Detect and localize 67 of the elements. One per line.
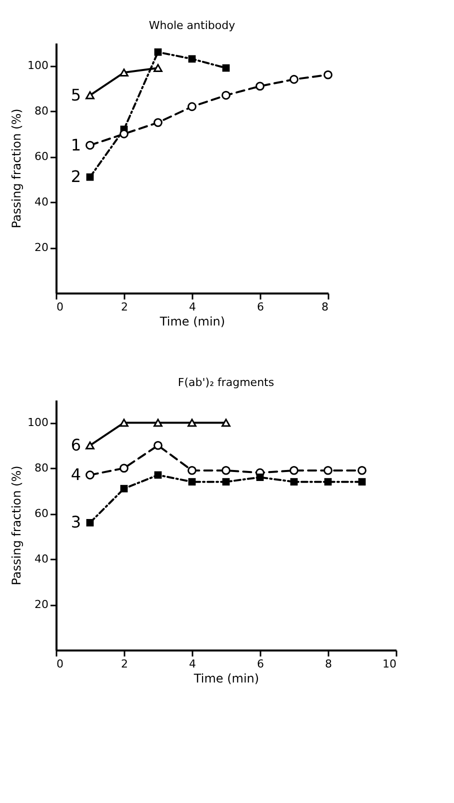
x-axis-title: Time (min) xyxy=(158,314,226,328)
point xyxy=(154,418,162,427)
point xyxy=(222,418,230,427)
point xyxy=(120,68,128,77)
y-tick-label: 60 xyxy=(34,507,48,520)
point xyxy=(324,466,332,475)
x-tick-label: 10 xyxy=(382,658,396,670)
x-tick-label: 2 xyxy=(121,300,128,314)
series-label: 2 xyxy=(70,167,81,186)
point xyxy=(256,474,264,481)
point xyxy=(222,90,230,100)
point xyxy=(358,466,366,475)
y-tick-label: 60 xyxy=(34,150,48,164)
y-tick-label: 40 xyxy=(34,196,48,209)
chart-title: Whole antibody xyxy=(148,19,236,32)
point xyxy=(86,91,94,100)
y-tick-label: 80 xyxy=(34,462,48,475)
point xyxy=(324,70,332,80)
y-tick-label: 40 xyxy=(34,552,48,566)
point xyxy=(154,48,162,56)
y-tick-label: 20 xyxy=(34,598,48,612)
point xyxy=(86,173,94,181)
point xyxy=(120,418,128,427)
point xyxy=(256,82,264,91)
y-tick-label: 80 xyxy=(34,104,48,118)
point xyxy=(154,118,162,127)
point xyxy=(120,464,128,473)
x-tick-label: 4 xyxy=(189,658,196,670)
x-tick-label: 4 xyxy=(189,300,196,314)
point xyxy=(188,466,196,475)
y-tick-label: 100 xyxy=(28,416,48,430)
point xyxy=(290,466,298,475)
y-axis-title: Passing fraction (%) xyxy=(10,466,24,586)
point xyxy=(86,519,94,526)
point xyxy=(188,418,196,427)
point xyxy=(222,466,230,475)
point xyxy=(86,140,94,150)
point xyxy=(290,74,298,84)
x-tick-label: 8 xyxy=(322,300,328,314)
series-label: 3 xyxy=(70,512,81,532)
y-tick-label: 100 xyxy=(28,59,48,72)
point xyxy=(188,478,196,486)
series-label: 4 xyxy=(70,465,81,484)
chart-title: F(ab')₂ fragments xyxy=(178,376,274,389)
y-tick-label: 20 xyxy=(34,241,48,254)
x-tick-label: 6 xyxy=(257,658,264,670)
x-tick-label: 6 xyxy=(257,300,264,314)
point xyxy=(290,478,298,486)
x-tick-label: 0 xyxy=(56,658,64,670)
point xyxy=(154,64,162,72)
point xyxy=(86,470,94,480)
y-axis-title: Passing fraction (%) xyxy=(10,108,24,228)
point xyxy=(188,102,196,112)
series-label: 1 xyxy=(70,135,81,154)
point xyxy=(120,484,128,492)
x-tick-label: 8 xyxy=(325,658,332,670)
point xyxy=(154,441,162,450)
x-tick-label: 0 xyxy=(56,300,64,314)
point xyxy=(188,55,196,63)
point xyxy=(222,478,230,486)
x-axis-title: Time (min) xyxy=(192,672,260,686)
x-tick-label: 2 xyxy=(121,658,128,670)
series-label: 5 xyxy=(70,85,81,104)
point xyxy=(358,478,366,486)
series-label: 6 xyxy=(70,435,81,454)
point xyxy=(86,441,94,450)
point xyxy=(324,478,332,486)
